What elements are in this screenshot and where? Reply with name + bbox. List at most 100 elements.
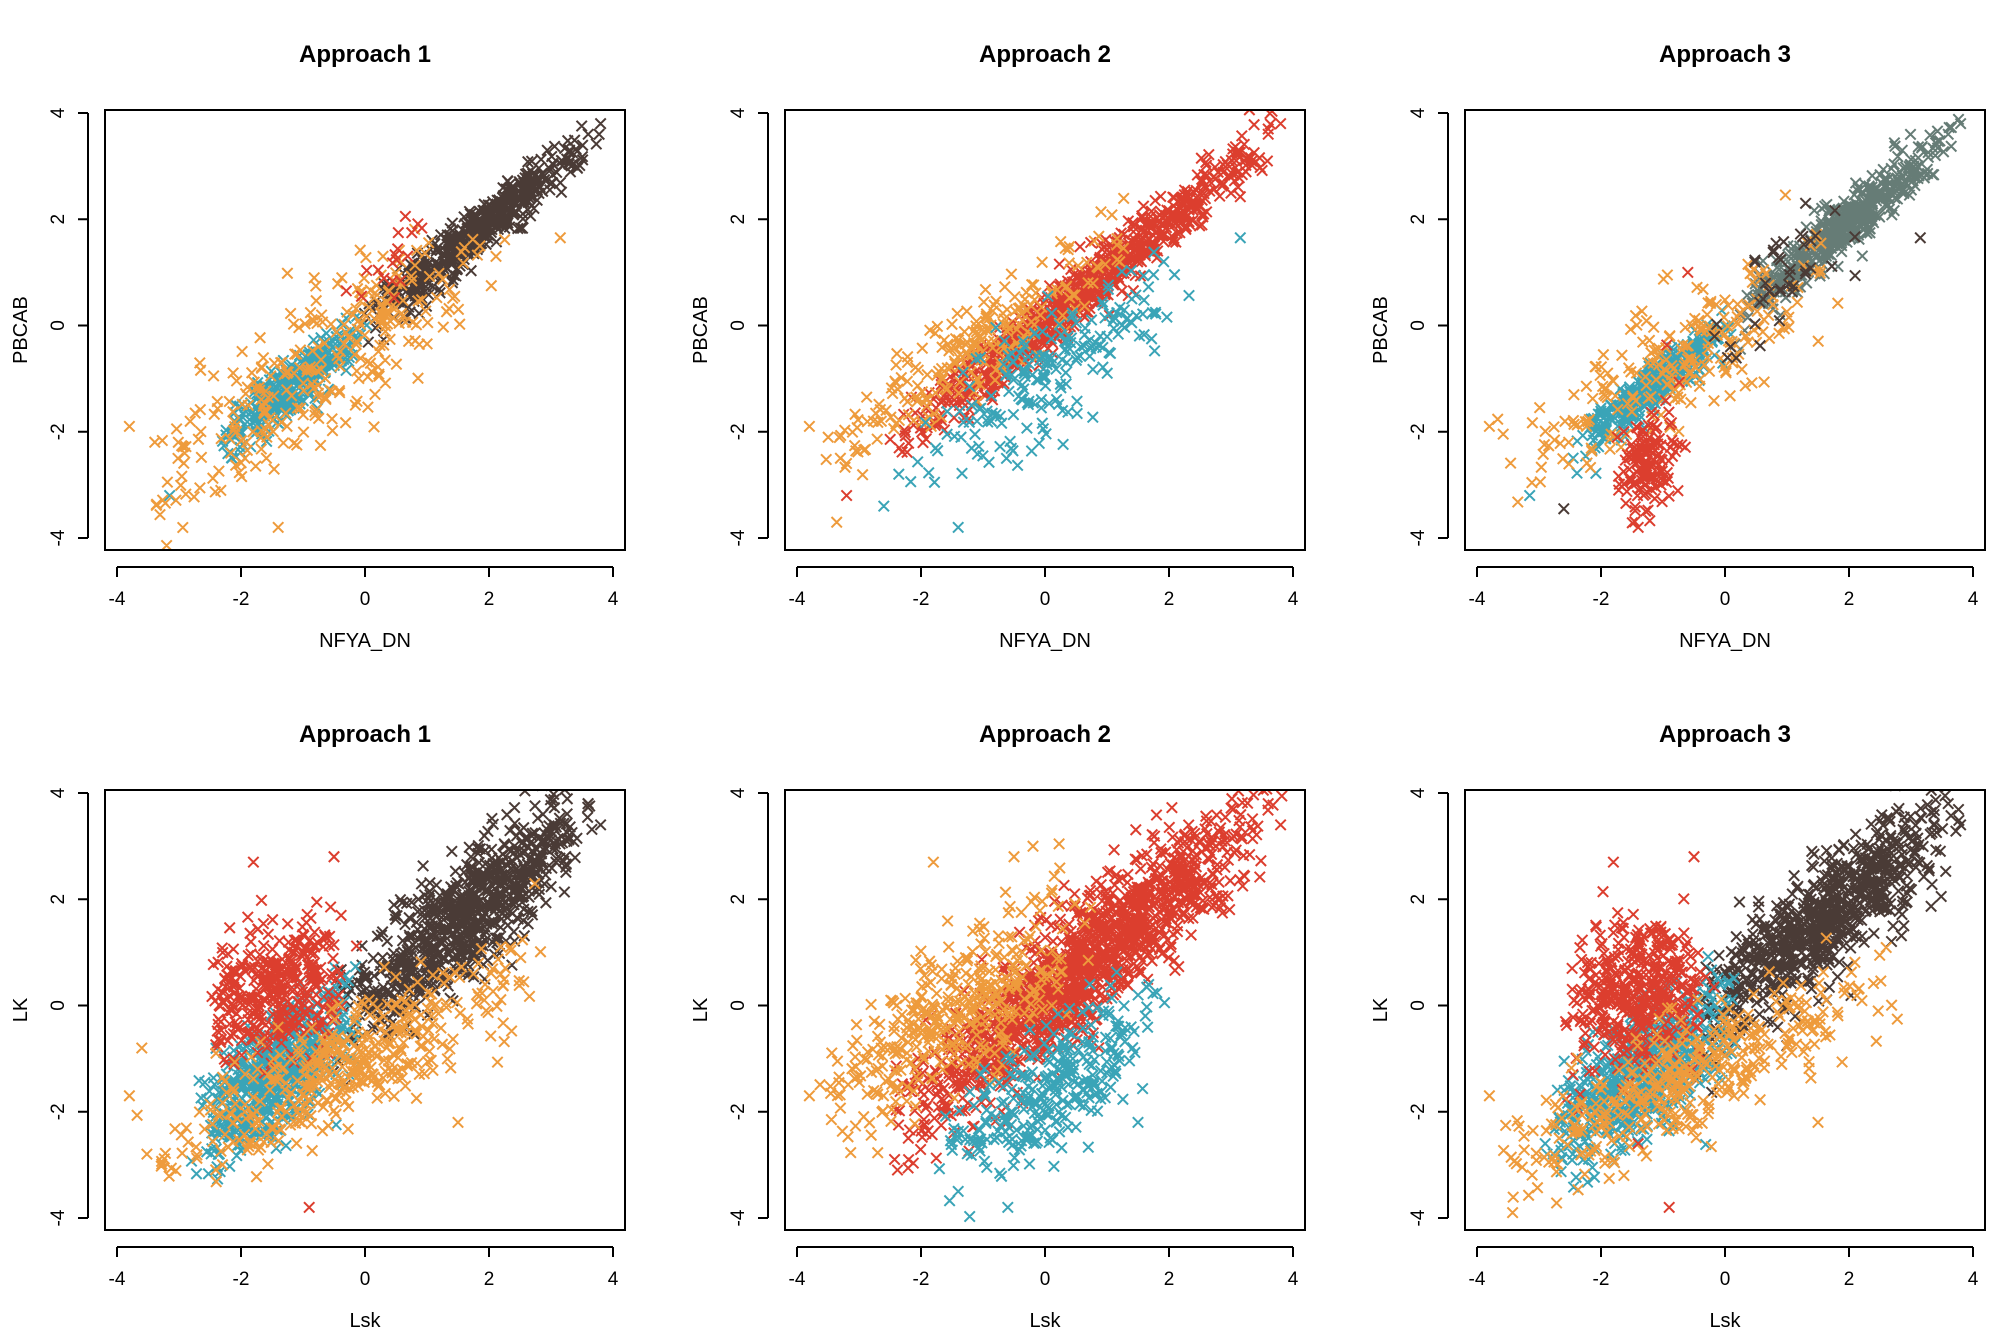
- y-axis-label: PBCAB: [10, 296, 32, 364]
- x-tick-label: 4: [608, 1269, 619, 1290]
- y-tick-label: 4: [48, 787, 69, 798]
- series-discordant-high: [340, 210, 428, 304]
- series-main: [840, 110, 1287, 502]
- x-tick-label: -2: [1593, 589, 1610, 610]
- series-upper-off: [803, 192, 1130, 529]
- panel-title: Approach 2: [979, 41, 1111, 68]
- x-tick-label: 4: [1288, 589, 1299, 610]
- plot-frame: [104, 109, 626, 551]
- x-tick-label: -4: [109, 589, 126, 610]
- y-tick-label: -4: [728, 1209, 749, 1226]
- y-tick-label: 2: [48, 214, 69, 225]
- x-tick-label: 0: [360, 589, 371, 610]
- x-tick-label: 2: [1164, 589, 1175, 610]
- y-tick-label: 0: [48, 320, 69, 331]
- y-tick-label: 0: [1408, 320, 1429, 331]
- series-upper-off: [803, 837, 1097, 1159]
- x-axis-label: NFYA_DN: [1679, 630, 1771, 652]
- y-tick-label: -4: [728, 529, 749, 546]
- x-axis-label: Lsk: [1029, 1310, 1061, 1332]
- series-low-high: [123, 877, 547, 1188]
- series-discordant-low: [1483, 189, 1844, 508]
- scatter-points: [1483, 113, 1967, 534]
- panel-title: Approach 3: [1659, 41, 1791, 68]
- panel-title: Approach 2: [979, 721, 1111, 748]
- x-tick-label: 2: [1164, 1269, 1175, 1290]
- series-red-low: [1611, 266, 1694, 534]
- y-axis-label: LK: [10, 997, 32, 1022]
- x-tick-label: 0: [1720, 1269, 1731, 1290]
- x-tick-label: -4: [1469, 1269, 1486, 1290]
- x-tick-label: -2: [233, 1269, 250, 1290]
- x-tick-label: 4: [608, 589, 619, 610]
- y-tick-label: -4: [1408, 529, 1429, 546]
- x-axis-label: Lsk: [349, 1310, 381, 1332]
- series-both-high: [358, 117, 607, 349]
- y-tick-label: 4: [48, 107, 69, 118]
- y-tick-label: 4: [728, 107, 749, 118]
- scatter-panel-2: Approach 2 -4 -2 0 2 4 NFYA_DN -4 -2 0 2 4 PBCAB: [690, 41, 1306, 652]
- y-tick-label: -4: [1408, 1209, 1429, 1226]
- x-tick-label: -2: [1593, 1269, 1610, 1290]
- y-tick-label: 2: [728, 214, 749, 225]
- y-tick-label: -2: [48, 423, 69, 440]
- y-tick-label: -2: [1408, 1103, 1429, 1120]
- y-tick-label: 4: [1408, 787, 1429, 798]
- plot-frame: [1464, 789, 1986, 1231]
- scatter-panel-1: Approach 1 -4 -2 0 2 4 NFYA_DN -4 -2 0 2 4 PBCAB: [10, 41, 626, 652]
- x-tick-label: 2: [484, 1269, 495, 1290]
- x-tick-label: 4: [1968, 589, 1979, 610]
- y-tick-label: 4: [1408, 107, 1429, 118]
- y-tick-label: 2: [48, 894, 69, 905]
- x-tick-label: -4: [1469, 589, 1486, 610]
- x-tick-label: 2: [1844, 589, 1855, 610]
- scatter-points: [123, 790, 607, 1214]
- y-tick-label: -4: [48, 529, 69, 546]
- scatter-points: [803, 790, 1288, 1223]
- y-tick-label: -2: [728, 1103, 749, 1120]
- x-tick-label: 2: [484, 589, 495, 610]
- plot-frame: [104, 789, 626, 1231]
- y-tick-label: 2: [1408, 214, 1429, 225]
- y-tick-label: -2: [48, 1103, 69, 1120]
- series-high-low: [206, 850, 363, 1214]
- y-tick-label: -2: [1408, 423, 1429, 440]
- panel-title: Approach 1: [299, 721, 431, 748]
- scatter-panel-5: Approach 2 -4 -2 0 2 4 Lsk -4 -2 0 2 4 LK: [690, 721, 1306, 1332]
- y-tick-label: 0: [1408, 1000, 1429, 1011]
- scatter-panel-3: Approach 3 -4 -2 0 2 4 NFYA_DN -4 -2 0 2 4 PBCAB: [1370, 41, 1986, 652]
- y-tick-label: 2: [1408, 894, 1429, 905]
- x-tick-label: -2: [913, 1269, 930, 1290]
- scatter-points: [123, 117, 607, 550]
- x-tick-label: 4: [1288, 1269, 1299, 1290]
- y-tick-label: -2: [728, 423, 749, 440]
- x-tick-label: -4: [789, 589, 806, 610]
- x-tick-label: 4: [1968, 1269, 1979, 1290]
- scatter-points: [803, 110, 1287, 534]
- y-tick-label: 0: [48, 1000, 69, 1011]
- series-dark: [1557, 197, 1927, 515]
- x-tick-label: 0: [1720, 589, 1731, 610]
- y-axis-label: LK: [1370, 997, 1392, 1022]
- panel-title: Approach 1: [299, 41, 431, 68]
- x-axis-label: NFYA_DN: [319, 630, 411, 652]
- y-axis-label: PBCAB: [690, 296, 712, 364]
- x-tick-label: -2: [233, 589, 250, 610]
- y-axis-label: PBCAB: [1370, 296, 1392, 364]
- y-tick-label: 0: [728, 1000, 749, 1011]
- series-low-high: [1483, 932, 1904, 1219]
- y-tick-label: 0: [728, 320, 749, 331]
- series-both-high: [327, 790, 607, 1091]
- plot-frame: [1464, 109, 1986, 551]
- x-tick-label: 0: [1040, 1269, 1051, 1290]
- series-both-high: [1690, 790, 1967, 1099]
- x-tick-label: -4: [789, 1269, 806, 1290]
- plot-frame: [784, 109, 1306, 551]
- x-tick-label: 0: [360, 1269, 371, 1290]
- x-axis-label: Lsk: [1709, 1310, 1741, 1332]
- series-lower-off: [877, 231, 1247, 534]
- x-tick-label: 2: [1844, 1269, 1855, 1290]
- y-tick-label: -4: [48, 1209, 69, 1226]
- y-tick-label: 4: [728, 787, 749, 798]
